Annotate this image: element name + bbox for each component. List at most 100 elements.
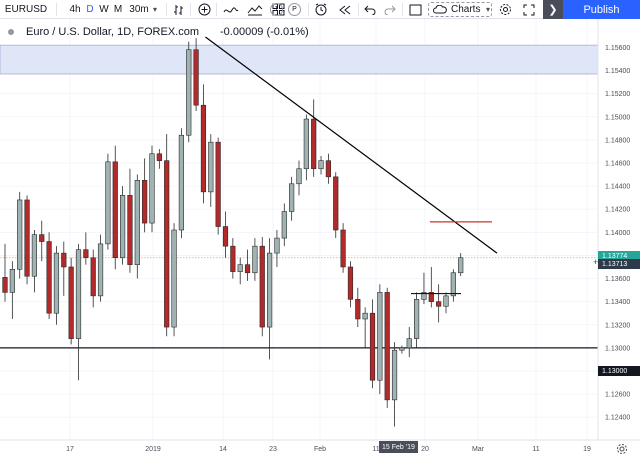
- legend-title: Euro / U.S. Dollar, 1D, FOREX.com: [26, 26, 199, 38]
- legend-change: -0.00009 (-0.01%): [220, 26, 309, 38]
- candle-up[interactable]: [9, 268, 15, 293]
- candle-up[interactable]: [274, 237, 280, 254]
- candle-down[interactable]: [259, 245, 265, 328]
- price-tick-label: 1.14400: [605, 184, 630, 191]
- publish-button[interactable]: Publish: [563, 0, 640, 19]
- fullscreen-icon[interactable]: [520, 0, 538, 19]
- candle-up[interactable]: [399, 347, 405, 351]
- interval-m[interactable]: M: [113, 4, 123, 15]
- candle-down[interactable]: [244, 264, 251, 274]
- candle-up[interactable]: [252, 245, 258, 274]
- candle-down[interactable]: [200, 104, 207, 193]
- candle-up[interactable]: [391, 349, 398, 401]
- candle-down[interactable]: [347, 266, 354, 300]
- candle-up[interactable]: [149, 153, 155, 224]
- add-indicator-icon[interactable]: [196, 0, 212, 19]
- time-axis[interactable]: 17 2019 14 23 Feb 11 20 Mar 11 19: [66, 446, 591, 453]
- bar-style-icon[interactable]: [172, 0, 186, 19]
- candle-down[interactable]: [164, 160, 170, 328]
- interval-w[interactable]: W: [99, 4, 109, 15]
- candle-down[interactable]: [428, 292, 434, 302]
- redo-icon[interactable]: [382, 0, 398, 19]
- charts-button[interactable]: Charts: [428, 2, 492, 17]
- one-badge[interactable]: 1: [270, 3, 283, 16]
- candle-up[interactable]: [105, 161, 111, 245]
- interval-4h[interactable]: 4h: [69, 4, 81, 15]
- replay-icon[interactable]: [336, 0, 354, 19]
- trend-line[interactable]: [205, 36, 498, 254]
- candle-down[interactable]: [61, 252, 67, 268]
- interval-d[interactable]: D: [86, 4, 94, 15]
- candle-up[interactable]: [443, 295, 449, 307]
- candle-down[interactable]: [369, 312, 376, 381]
- price-chart[interactable]: 1.15600 1.15400 1.15200 1.15000 1.14800 1.146…: [0, 19, 640, 457]
- p-badge[interactable]: P: [288, 3, 301, 16]
- candle-down[interactable]: [311, 118, 317, 170]
- candle-down[interactable]: [83, 249, 89, 259]
- resistance-zone[interactable]: [0, 44, 599, 75]
- candle-down[interactable]: [68, 266, 74, 339]
- settings-icon[interactable]: [496, 0, 514, 19]
- add-price-icon[interactable]: +: [592, 257, 599, 267]
- candle-up[interactable]: [237, 264, 243, 272]
- candle-down[interactable]: [325, 160, 332, 178]
- candle-up[interactable]: [53, 252, 60, 314]
- candle-up[interactable]: [178, 134, 185, 231]
- candle-up[interactable]: [406, 338, 412, 349]
- candle-down[interactable]: [24, 199, 30, 277]
- candle-down[interactable]: [215, 141, 221, 227]
- candle-up[interactable]: [186, 49, 192, 136]
- candle-down[interactable]: [112, 161, 118, 259]
- symbol-search[interactable]: EURUSD: [4, 4, 48, 15]
- candle-up[interactable]: [413, 299, 420, 339]
- candle-up[interactable]: [450, 272, 456, 297]
- candle-up[interactable]: [377, 292, 383, 381]
- candle-down[interactable]: [333, 176, 339, 231]
- candle-down[interactable]: [2, 277, 8, 293]
- interval-30m[interactable]: 30m: [129, 4, 149, 15]
- candle-up[interactable]: [75, 249, 82, 339]
- charts-dropdown-icon[interactable]: ▾: [485, 5, 490, 14]
- undo-icon[interactable]: [362, 0, 378, 19]
- candle-down[interactable]: [193, 49, 199, 106]
- candle-down[interactable]: [127, 195, 133, 265]
- candle-up[interactable]: [208, 141, 214, 193]
- candle-up[interactable]: [281, 211, 287, 239]
- candle-down[interactable]: [39, 234, 45, 242]
- indicators-icon[interactable]: [246, 0, 264, 19]
- candle-up[interactable]: [17, 199, 23, 270]
- toolbar-divider: [166, 3, 167, 16]
- candle-down[interactable]: [222, 226, 229, 247]
- candle-up[interactable]: [31, 234, 37, 277]
- candle-up[interactable]: [421, 292, 427, 300]
- candle-up[interactable]: [362, 312, 368, 320]
- candle-down[interactable]: [384, 292, 390, 401]
- price-axis[interactable]: 1.15600 1.15400 1.15200 1.15000 1.14800 1.146…: [605, 45, 630, 422]
- interval-dropdown-icon[interactable]: ▾: [152, 5, 157, 14]
- price-tick-label: 1.13200: [605, 322, 630, 329]
- candle-up[interactable]: [134, 180, 140, 265]
- candle-down[interactable]: [355, 299, 361, 320]
- alert-icon[interactable]: [312, 0, 330, 19]
- candle-up[interactable]: [296, 168, 302, 185]
- candle-up[interactable]: [458, 257, 464, 274]
- layout-icon[interactable]: [406, 0, 424, 19]
- candle-up[interactable]: [303, 118, 309, 170]
- candle-up[interactable]: [171, 229, 177, 328]
- candle-up[interactable]: [318, 160, 324, 170]
- chart-settings-icon[interactable]: [616, 442, 628, 454]
- candle-up[interactable]: [289, 183, 295, 212]
- charts-label: Charts: [451, 4, 481, 15]
- candle-up[interactable]: [120, 195, 126, 259]
- candle-down[interactable]: [46, 241, 52, 314]
- candle-down[interactable]: [142, 180, 148, 224]
- compare-icon[interactable]: [222, 0, 240, 19]
- candle-up[interactable]: [266, 252, 273, 328]
- snapshot-arrow-icon[interactable]: ❯: [543, 0, 563, 19]
- candle-down[interactable]: [340, 229, 346, 268]
- candle-down[interactable]: [156, 153, 162, 161]
- candle-down[interactable]: [90, 257, 96, 297]
- candle-down[interactable]: [230, 245, 236, 272]
- candle-up[interactable]: [97, 243, 104, 297]
- candle-down[interactable]: [436, 301, 442, 307]
